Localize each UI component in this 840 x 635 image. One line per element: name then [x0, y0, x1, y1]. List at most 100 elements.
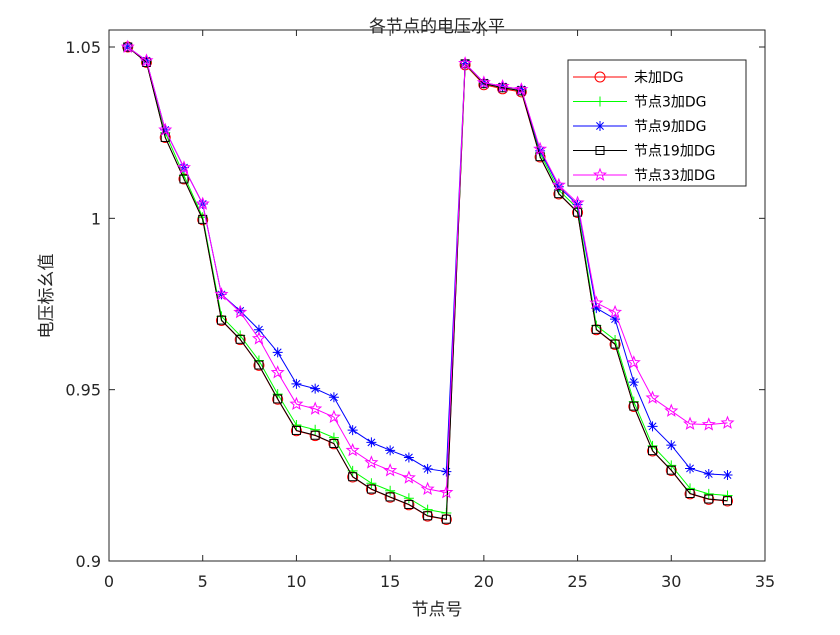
legend-marker — [595, 146, 605, 155]
legend-entry: 节点9加DG — [573, 119, 707, 135]
data-point — [458, 56, 473, 70]
data-point — [383, 463, 398, 477]
data-point — [326, 409, 341, 424]
data-point — [366, 484, 376, 494]
data-point — [348, 472, 358, 482]
data-point — [476, 75, 491, 89]
data-point — [610, 314, 621, 325]
legend-marker — [592, 167, 608, 181]
data-point — [235, 334, 245, 344]
data-point — [179, 174, 189, 184]
data-point — [310, 383, 321, 394]
legend: 未加DG 节点3加DG 节点9加DG 节点19加DG 节点33加DG — [567, 59, 747, 187]
data-point — [723, 496, 733, 506]
legend-items: 未加DG 节点3加DG 节点9加DG 节点19加DG 节点33加DG — [573, 70, 715, 184]
data-point — [554, 189, 564, 199]
data-point — [664, 403, 679, 417]
chart-title: 各节点的电压水平 — [369, 17, 505, 37]
data-point — [347, 425, 358, 436]
data-point — [401, 470, 416, 484]
data-point — [272, 389, 283, 400]
data-point — [216, 315, 226, 325]
data-point — [685, 483, 696, 494]
data-point — [308, 401, 323, 415]
data-point — [722, 490, 733, 501]
data-point — [385, 445, 396, 456]
data-point — [589, 295, 604, 309]
x-tick-label: 5 — [198, 572, 208, 591]
data-point — [310, 424, 321, 435]
data-point — [139, 53, 154, 67]
data-point — [553, 181, 564, 192]
data-point — [495, 79, 510, 93]
legend-marker — [595, 121, 605, 131]
data-point — [364, 455, 379, 469]
data-point — [720, 415, 735, 429]
data-point — [551, 177, 566, 192]
data-point — [289, 396, 304, 411]
data-point — [647, 440, 658, 451]
data-point — [570, 195, 585, 209]
data-point — [514, 82, 529, 96]
data-point — [385, 492, 395, 502]
data-point — [195, 196, 210, 210]
data-point — [516, 86, 526, 96]
series-line — [127, 46, 728, 520]
data-point — [345, 442, 360, 457]
legend-label: 节点3加DG — [634, 95, 707, 111]
data-point — [198, 214, 208, 224]
legend-marker — [594, 71, 606, 83]
legend-marker — [595, 96, 605, 107]
x-tick-label: 20 — [474, 572, 494, 591]
data-point — [685, 463, 696, 474]
data-point — [310, 430, 320, 440]
legend-label: 未加DG — [634, 70, 684, 86]
y-tick-label: 0.9 — [76, 552, 101, 571]
data-point — [610, 339, 620, 349]
legend-entry: 未加DG — [573, 70, 684, 86]
data-point — [647, 421, 658, 432]
series-4 — [123, 42, 733, 524]
data-point — [533, 141, 548, 156]
data-point — [253, 324, 264, 335]
legend-label: 节点9加DG — [634, 119, 707, 135]
data-point — [403, 452, 414, 463]
data-point — [120, 39, 135, 53]
data-point — [704, 494, 714, 504]
data-point — [328, 432, 339, 443]
data-point — [535, 145, 546, 156]
x-tick-label: 25 — [567, 572, 587, 591]
axis-ticks: 0 5 10 15 20 25 30 35 0.9 0.95 1 1.05 — [65, 30, 775, 591]
data-point — [591, 303, 602, 314]
data-point — [214, 287, 229, 301]
data-point — [366, 478, 377, 489]
data-point — [573, 207, 583, 217]
data-point — [666, 465, 676, 475]
data-point — [420, 481, 435, 495]
data-point — [422, 504, 433, 515]
data-point — [404, 499, 414, 509]
data-point — [628, 377, 639, 388]
data-point — [254, 360, 264, 370]
series-5 — [120, 39, 735, 499]
legend-label: 节点19加DG — [634, 144, 715, 160]
data-point — [722, 469, 733, 480]
x-tick-label: 35 — [755, 572, 775, 591]
data-point — [235, 305, 246, 316]
x-tick-label: 10 — [286, 572, 306, 591]
data-point — [366, 437, 377, 448]
data-point — [328, 392, 339, 403]
data-point — [273, 394, 283, 404]
data-point — [403, 493, 414, 504]
data-point — [703, 468, 714, 479]
data-point — [498, 83, 508, 93]
x-axis-label: 节点号 — [412, 600, 463, 620]
data-point — [626, 355, 641, 369]
data-point — [422, 463, 433, 474]
data-point — [648, 446, 658, 456]
y-tick-label: 1 — [91, 209, 101, 228]
data-point — [233, 304, 248, 319]
data-point — [158, 122, 173, 136]
data-point — [439, 485, 454, 499]
